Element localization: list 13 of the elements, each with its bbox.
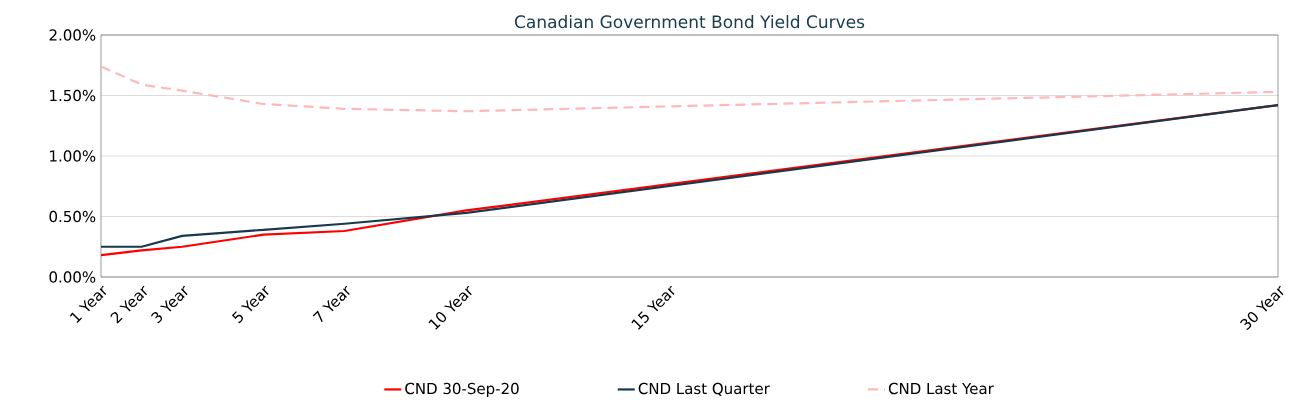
y-tick-label: 0.00%	[49, 271, 96, 283]
x-tick-label: 15 Year	[631, 285, 675, 330]
x-tick-label: 7 Year	[312, 285, 350, 323]
y-tick-label: 1.50%	[50, 89, 96, 102]
x-tick-label: 5 Year	[231, 285, 269, 324]
y-tick-label: 0.50%	[49, 210, 96, 223]
x-tick-label: 1 Year	[69, 285, 107, 323]
legend-label: CND Last Quarter	[638, 382, 770, 396]
y-tick-label: 2.00%	[49, 29, 96, 41]
y-tick-label: 1.00%	[50, 150, 96, 162]
legend-label: CND Last Year	[888, 382, 994, 395]
chart-title: Canadian Government Bond Yield Curves	[514, 14, 865, 29]
legend-label: CND 30-Sep-20	[405, 382, 519, 398]
